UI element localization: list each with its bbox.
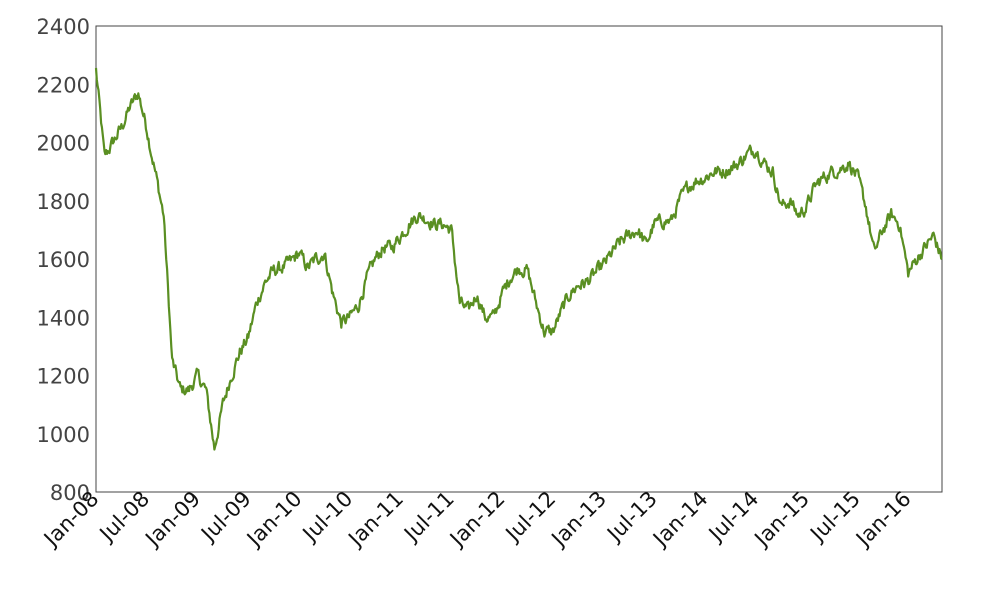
x-tick-label: Jan-15 <box>749 487 815 553</box>
y-axis: 800 1000 1200 1400 1600 1800 2000 2200 2400 <box>37 15 90 505</box>
y-tick-label: 1400 <box>37 306 90 330</box>
y-tick-label: 2400 <box>37 15 90 39</box>
x-tick-label: Jan-14 <box>647 487 713 553</box>
x-tick-label: Jan-10 <box>241 487 307 553</box>
y-tick-label: 800 <box>50 481 90 505</box>
x-tick-label: Jan-09 <box>140 487 206 553</box>
y-tick-label: 1000 <box>37 423 90 447</box>
series-line <box>94 67 943 451</box>
y-tick-label: 1200 <box>37 365 90 389</box>
x-tick-label: Jan-13 <box>546 487 612 553</box>
y-tick-label: 2000 <box>37 132 90 156</box>
x-tick-label: Jan-11 <box>343 487 409 553</box>
x-tick-label: Jan-16 <box>850 487 916 553</box>
x-axis: Jan-08Jul-08Jan-09Jul-09Jan-10Jul-10Jan-… <box>38 487 916 553</box>
plot-frame <box>95 25 943 493</box>
y-tick-label: 2200 <box>37 73 90 97</box>
y-tick-label: 1800 <box>37 190 90 214</box>
y-tick-label: 1600 <box>37 248 90 272</box>
x-tick-label: Jan-12 <box>444 487 510 553</box>
